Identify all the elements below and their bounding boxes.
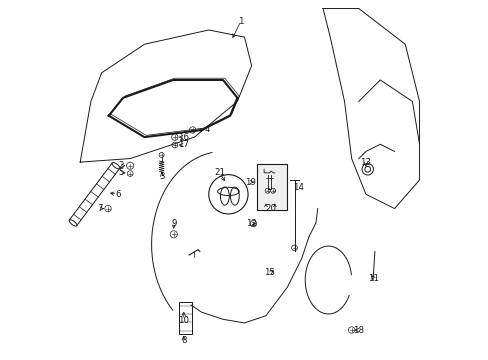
Text: 6: 6 bbox=[115, 190, 120, 199]
Text: 3: 3 bbox=[159, 172, 165, 181]
Text: 21: 21 bbox=[214, 168, 224, 177]
Text: 17: 17 bbox=[178, 140, 189, 149]
Text: 19: 19 bbox=[245, 177, 256, 186]
Text: 14: 14 bbox=[292, 183, 303, 192]
Text: 8: 8 bbox=[181, 336, 186, 345]
Text: 7: 7 bbox=[97, 204, 102, 213]
Text: 2: 2 bbox=[118, 161, 124, 170]
Text: 9: 9 bbox=[171, 219, 176, 228]
Text: 1: 1 bbox=[238, 17, 243, 26]
Text: 20: 20 bbox=[265, 204, 276, 213]
Text: 15: 15 bbox=[264, 268, 274, 277]
Text: 11: 11 bbox=[367, 274, 379, 283]
Text: 4: 4 bbox=[204, 126, 209, 135]
Bar bbox=[179, 302, 192, 334]
Text: 16: 16 bbox=[178, 132, 189, 141]
Text: 18: 18 bbox=[353, 325, 364, 334]
Text: 10: 10 bbox=[178, 315, 189, 324]
Text: 12: 12 bbox=[245, 219, 257, 228]
Text: 13: 13 bbox=[360, 158, 371, 167]
Text: 5: 5 bbox=[118, 168, 124, 177]
Bar bbox=[257, 164, 287, 210]
